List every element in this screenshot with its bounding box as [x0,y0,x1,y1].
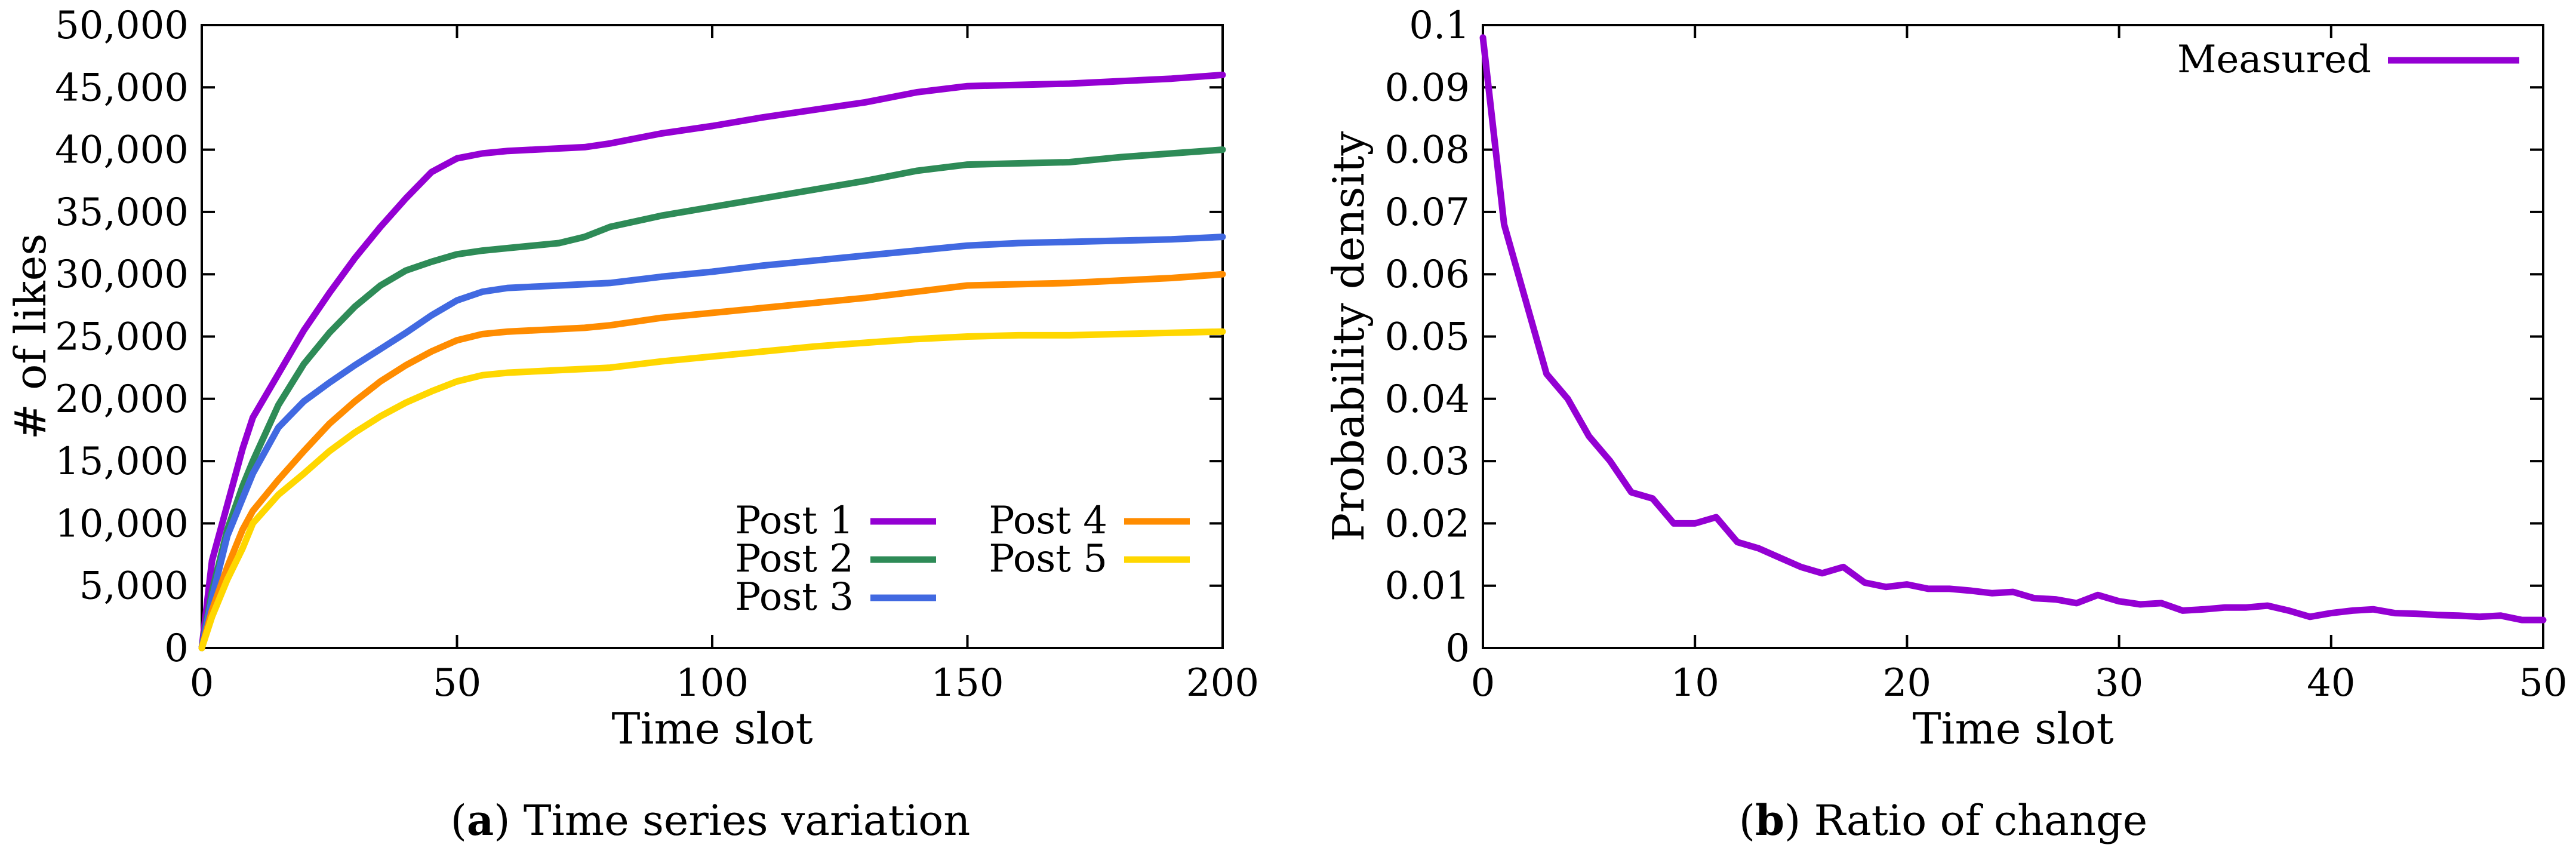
panel-a-ytick-label: 5,000 [79,564,189,609]
panel-a-chart: 0 5,000 10,000 15,000 20,000 25,000 30,000 35,0… [5,4,1259,754]
panel-a-ytick-label: 10,000 [55,502,189,546]
panel-a-ytick-label: 40,000 [55,128,189,173]
panel-a-series-line-2 [198,146,1226,652]
panel-a-xtick-label: 100 [676,661,749,705]
panel-b-ytick-label: 0.08 [1385,128,1470,173]
caption-b-text: Ratio of change [1814,796,2148,845]
caption-a-text: Time series variation [523,796,971,845]
caption-a-letter: a [466,796,494,845]
panel-a-legend-label-3: Post 3 [735,575,854,619]
panel-a-xtick-label: 200 [1186,661,1259,705]
panel-b-x-axis-label: Time slot [1912,704,2113,754]
panel-a-series-line-5 [198,328,1226,652]
panel-b-y-axis-label: Probability density [1324,131,1374,542]
panel-a-ytick-label: 50,000 [55,4,189,48]
panel-b-ytick-label: 0.05 [1385,315,1470,360]
panel-b-ytick-label: 0.07 [1385,191,1470,235]
panel-a-legend-label-2: Post 2 [735,537,854,581]
panel-a-xtick-label: 50 [433,661,481,705]
panel-b-xtick-label: 20 [1883,661,1931,705]
panel-a-ytick-label: 30,000 [55,253,189,297]
panel-a-x-axis-label: Time slot [611,704,812,754]
panel-a-series-line-1 [198,71,1226,652]
panel-a-y-axis-label: # of likes [5,234,56,440]
panel-a-ytick-label: 20,000 [55,377,189,422]
panel-b-xtick-label: 50 [2519,661,2567,705]
panel-b-ytick-label: 0.01 [1385,564,1470,609]
panel-a-ytick-label: 35,000 [55,191,189,235]
panel-b-xtick-label: 30 [2095,661,2143,705]
panel-b-axes-frame [1482,24,2544,649]
panel-b-xtick-label: 0 [1471,661,1495,705]
panel-a-ytick-label: 15,000 [55,440,189,484]
panel-b-ytick-label: 0.02 [1385,502,1470,546]
panel-b-ytick-label: 0.06 [1385,253,1470,297]
panel-b-xtick-label: 10 [1670,661,1719,705]
panel-a-xtick-label: 150 [931,661,1004,705]
panel-b-ytick-label: 0 [1445,626,1470,671]
panel-a-xtick-label: 0 [190,661,214,705]
caption-b-letter: b [1755,796,1785,845]
panel-a-ytick-label: 0 [164,626,189,671]
panel-a-series-line-3 [198,234,1226,652]
panel-b-xtick-label: 40 [2307,661,2355,705]
panel-b-chart: 0 0.01 0.02 0.03 0.04 0.05 0.06 0.07 0.08 0.09 0.1… [1324,4,2568,754]
panel-a-series-line-4 [198,271,1226,652]
panel-b-legend-label-1: Measured [2177,38,2371,82]
panel-b-ytick-label: 0.03 [1385,440,1470,484]
panel-a-ytick-label: 25,000 [55,315,189,360]
panel-b-ytick-label: 0.04 [1385,377,1470,422]
caption-a: (a) Time series variation [450,796,971,845]
panel-a-legend-label-4: Post 4 [989,499,1107,543]
panel-b-ytick-label: 0.1 [1409,4,1470,48]
panel-a-legend-label-1: Post 1 [735,499,854,543]
panel-b-series-line-1 [1479,34,2547,624]
panel-a-ytick-label: 45,000 [55,66,189,110]
caption-b: (b) Ratio of change [1738,796,2148,845]
panel-a-legend-label-5: Post 5 [989,537,1107,581]
panel-b-ytick-label: 0.09 [1385,66,1470,110]
